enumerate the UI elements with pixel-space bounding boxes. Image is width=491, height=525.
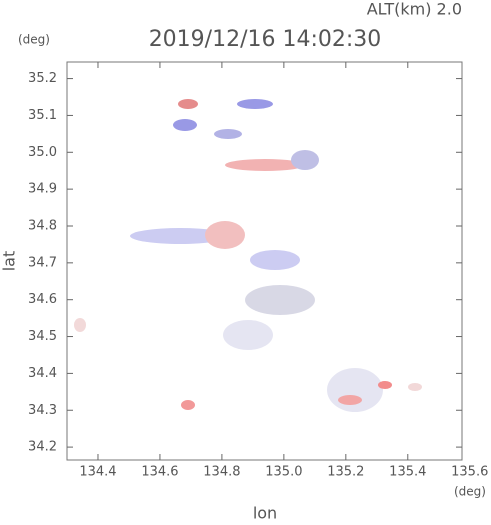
echo (250, 250, 300, 270)
echo (74, 318, 86, 332)
echo (173, 119, 197, 131)
altitude-label: ALT(km) 2.0 (367, 0, 462, 19)
echo (291, 150, 319, 170)
y-tick-label: 34.9 (28, 182, 57, 197)
y-tick-label: 35.0 (28, 145, 57, 160)
y-tick-label: 35.1 (28, 108, 57, 123)
echo (223, 320, 273, 350)
y-tick-label: 34.8 (28, 218, 57, 233)
y-tick-label: 34.4 (28, 366, 57, 381)
plot-frame (66, 61, 463, 461)
x-tick-label: 134.4 (79, 465, 116, 480)
echo (237, 99, 273, 109)
echo-field (74, 99, 422, 412)
y-tick-label: 34.7 (28, 255, 57, 270)
echo (225, 159, 305, 171)
y-unit: (deg) (18, 33, 50, 47)
echo (327, 368, 383, 412)
echo (245, 285, 315, 315)
chart-title: 2019/12/16 14:02:30 (149, 27, 382, 52)
echo (181, 400, 195, 410)
y-tick-label: 34.3 (28, 403, 57, 418)
x-tick-label: 135.4 (389, 465, 426, 480)
y-tick-label: 34.5 (28, 329, 57, 344)
x-tick-label: 135.0 (265, 465, 302, 480)
echo (205, 221, 245, 249)
x-tick-label: 135.2 (327, 465, 364, 480)
y-tick-label: 34.6 (28, 292, 57, 307)
x-unit: (deg) (454, 485, 486, 499)
x-tick-label: 135.6 (451, 465, 488, 480)
echo (338, 395, 362, 405)
y-tick-label: 34.2 (28, 440, 57, 455)
echo (130, 228, 230, 244)
x-tick-label: 134.6 (141, 465, 178, 480)
echo (214, 129, 242, 139)
y-tick-label: 35.2 (28, 71, 57, 86)
echo (178, 99, 198, 109)
echo (408, 383, 422, 391)
x-tick-label: 134.8 (203, 465, 240, 480)
y-axis-label: lat (0, 251, 19, 272)
echo (378, 381, 392, 389)
x-axis-label: lon (253, 504, 277, 522)
